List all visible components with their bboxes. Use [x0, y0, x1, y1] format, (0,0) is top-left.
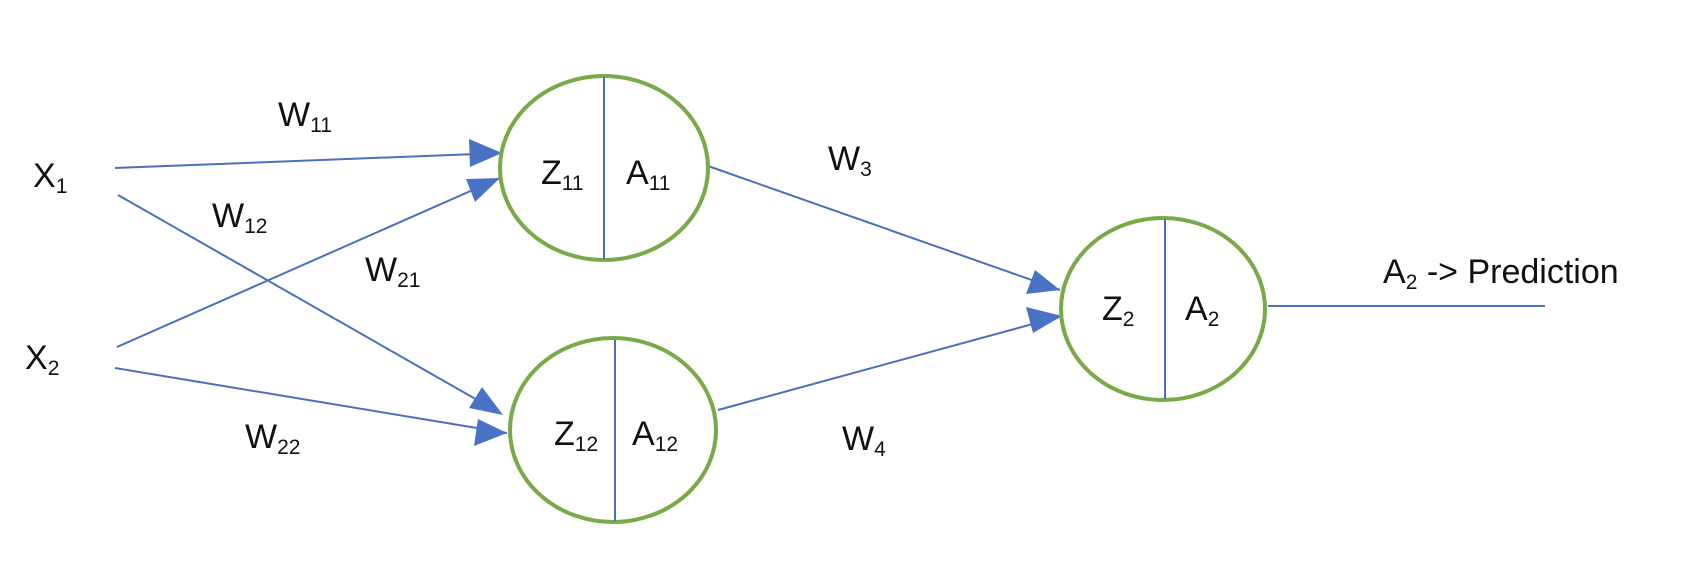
edge-x2-h1 [116, 177, 501, 348]
weight-w3-label: W3 [828, 140, 872, 181]
input-x2-label: X2 [25, 339, 59, 380]
weight-w11-label: W11 [278, 96, 332, 137]
weight-w4-label: W4 [842, 420, 886, 461]
z11-label: Z11 [541, 154, 584, 195]
edge-h1-out [707, 165, 1061, 291]
hidden-neuron-1: Z11 A11 [498, 74, 710, 262]
arrowhead-h2-out [1026, 307, 1062, 333]
arrowhead-x2-h1 [466, 178, 500, 202]
arrowhead-x2-h2 [474, 419, 507, 446]
a12-label: A12 [632, 415, 678, 456]
edge-x2-h2 [114, 367, 508, 434]
neuron-ring [1059, 216, 1267, 402]
edge-h2-out [717, 315, 1063, 411]
edge-x1-h2 [117, 194, 501, 414]
connections [114, 152, 1545, 434]
arrowheads [466, 139, 1062, 446]
output-neuron: Z2 A2 [1059, 216, 1267, 402]
weight-w21-label: W21 [365, 251, 420, 292]
arrowhead-x1-h2 [469, 387, 503, 415]
weight-w22-label: W22 [245, 418, 300, 459]
neuron-ring [508, 336, 718, 524]
arrowhead-x1-h1 [469, 139, 502, 167]
z12-label: Z12 [554, 415, 598, 456]
z2-label: Z2 [1102, 290, 1134, 331]
weight-w12-label: W12 [212, 197, 267, 238]
input-x1-label: X1 [33, 157, 67, 198]
hidden-neuron-2: Z12 A12 [508, 336, 718, 524]
arrowhead-h1-out [1026, 270, 1060, 294]
a11-label: A11 [626, 154, 671, 195]
edge-x1-h1 [114, 152, 503, 169]
output-prediction-label: A2 -> Prediction [1383, 253, 1619, 294]
a2-label: A2 [1185, 290, 1219, 331]
